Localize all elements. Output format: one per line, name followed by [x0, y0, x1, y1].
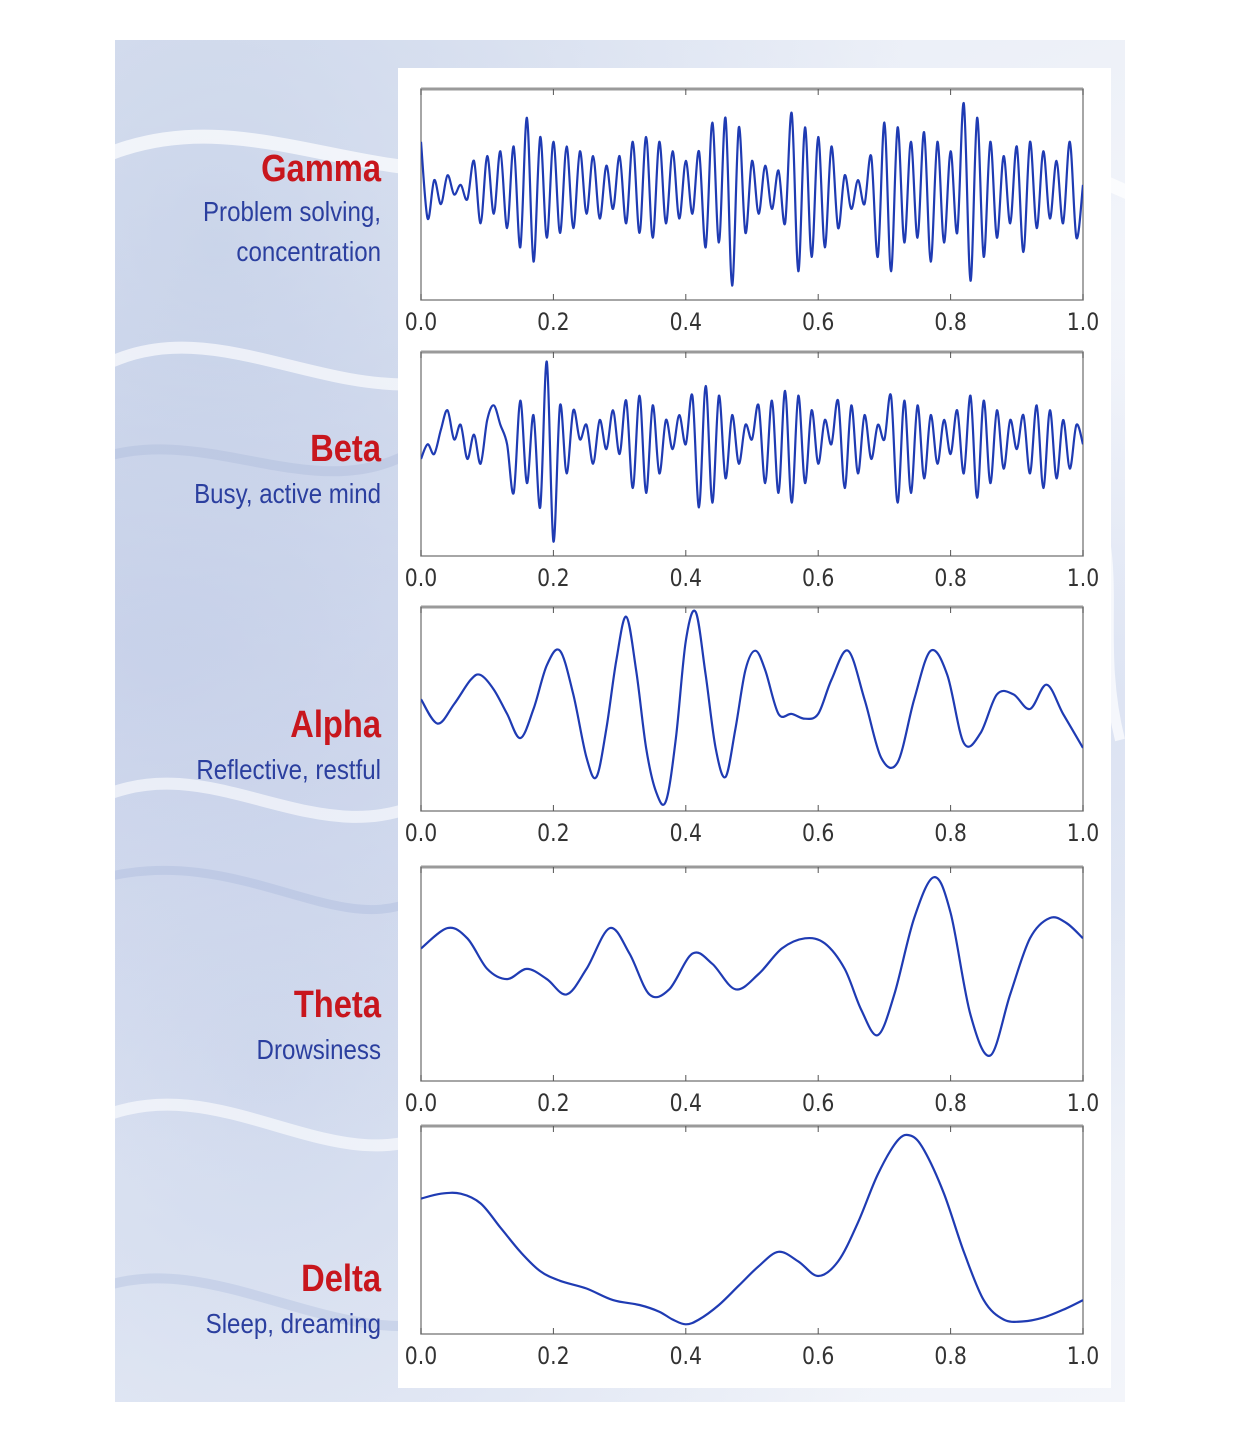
beta-plot-area [420, 351, 1084, 557]
delta-name: Delta [301, 1258, 381, 1300]
alpha-x-tick-label: 0.6 [802, 819, 834, 847]
beta-x-tick-label: 0.6 [802, 564, 834, 592]
alpha-chart: 0.0 0.2 0.4 0.6 0.8 1.0 [405, 605, 1099, 847]
beta-chart: 0.0 0.2 0.4 0.6 0.8 1.0 [405, 350, 1099, 592]
alpha-label: Alpha Reflective, restful [121, 704, 381, 792]
theta-x-tick-label: 0.2 [537, 1089, 569, 1117]
gamma-label: Gamma Problem solving, concentration [121, 148, 381, 273]
beta-x-tick-label: 1.0 [1067, 564, 1099, 592]
beta-x-tick-label: 0.2 [537, 564, 569, 592]
alpha-name: Alpha [290, 704, 381, 746]
gamma-series-line [421, 102, 1083, 287]
gamma-name: Gamma [261, 148, 381, 190]
gamma-x-tick-label: 1.0 [1067, 308, 1099, 336]
gamma-x-tick-label: 0.4 [670, 308, 702, 336]
gamma-x-tick-label: 0.6 [802, 308, 834, 336]
delta-x-tick-label: 0.6 [802, 1342, 834, 1370]
delta-label: Delta Sleep, dreaming [121, 1258, 381, 1346]
theta-plot-area [420, 866, 1084, 1082]
theta-description: Drowsiness [256, 1033, 381, 1065]
beta-label: Beta Busy, active mind [121, 428, 381, 516]
delta-x-tick-label: 0.8 [934, 1342, 966, 1370]
theta-x-tick-label: 0.6 [802, 1089, 834, 1117]
theta-series-line [421, 876, 1083, 1057]
delta-series-line [421, 1133, 1083, 1326]
beta-series-line [421, 360, 1083, 543]
theta-x-tick-label: 0.8 [934, 1089, 966, 1117]
alpha-x-tick-label: 0.4 [670, 819, 702, 847]
theta-x-tick-label: 0.4 [670, 1089, 702, 1117]
alpha-x-tick-label: 0.0 [405, 819, 437, 847]
beta-x-tick-label: 0.0 [405, 564, 437, 592]
theta-x-tick-label: 0.0 [405, 1089, 437, 1117]
beta-x-tick-label: 0.4 [670, 564, 702, 592]
delta-plot-area [420, 1125, 1084, 1335]
gamma-x-tick-label: 0.8 [934, 308, 966, 336]
gamma-description-line-2: concentration [236, 236, 381, 268]
gamma-x-tick-label: 0.0 [405, 308, 437, 336]
alpha-x-tick-label: 1.0 [1067, 819, 1099, 847]
delta-x-tick-label: 0.0 [405, 1342, 437, 1370]
alpha-plot-area [420, 606, 1084, 812]
beta-name: Beta [310, 428, 381, 470]
gamma-chart: 0.0 0.2 0.4 0.6 0.8 1.0 [405, 87, 1099, 336]
gamma-x-tick-label: 0.2 [537, 308, 569, 336]
theta-chart: 0.0 0.2 0.4 0.6 0.8 1.0 [405, 865, 1099, 1117]
theta-x-tick-label: 1.0 [1067, 1089, 1099, 1117]
delta-description: Sleep, dreaming [205, 1307, 381, 1339]
theta-label: Theta Drowsiness [121, 984, 381, 1072]
delta-x-tick-label: 1.0 [1067, 1342, 1099, 1370]
alpha-series-line [421, 609, 1083, 806]
delta-x-tick-label: 0.2 [537, 1342, 569, 1370]
alpha-x-tick-label: 0.8 [934, 819, 966, 847]
gamma-plot-area [420, 88, 1084, 301]
theta-name: Theta [293, 984, 381, 1026]
gamma-description-line-1: Problem solving, [202, 195, 381, 227]
alpha-x-tick-label: 0.2 [537, 819, 569, 847]
delta-chart: 0.0 0.2 0.4 0.6 0.8 1.0 [405, 1124, 1099, 1370]
beta-x-tick-label: 0.8 [934, 564, 966, 592]
alpha-description: Reflective, restful [196, 753, 381, 785]
beta-description: Busy, active mind [194, 477, 381, 509]
delta-x-tick-label: 0.4 [670, 1342, 702, 1370]
